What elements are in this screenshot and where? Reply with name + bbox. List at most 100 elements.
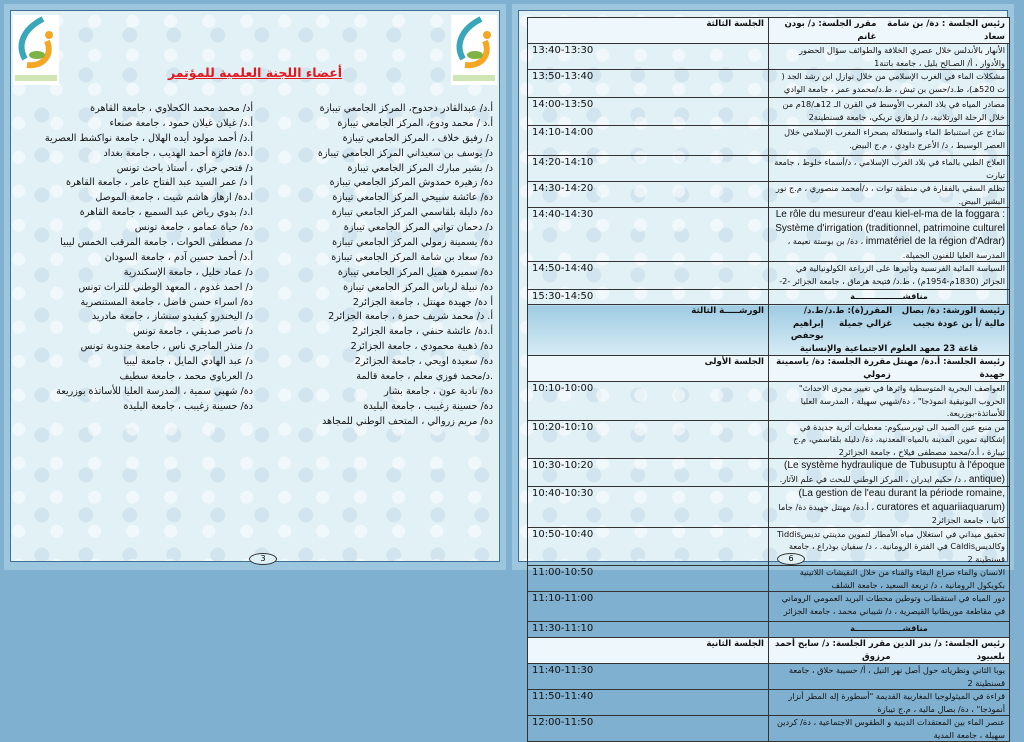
committee-member: .د/محمد فوزي معلم ، جامعة قالمة [356,371,493,383]
header-line: رئيسة الجلسة: أ.دة/ مهنتل جهيدة مقررة الج… [773,357,1005,381]
talk-details: من منبع عين الصيد الى ثوبرسيكوم: معطيات … [793,421,1005,457]
talk-details: تحقيق ميداني في استغلال مياه الأمطار لتم… [776,528,1005,564]
time-slot: 14:00-13:50 [527,97,769,126]
program-row: (Le système hydraulique de Tubusuptu à l… [527,458,1010,487]
session-info: رئيس الجلسة : دة/ بن شامة سعاد مقرر الجلس… [768,17,1010,44]
committee-member: د/ بشير مبارك المركز الجامعي تيبازة [347,162,493,174]
committee-member: دة/ يسمينة زمولي المركز الجامعي تيبازة [332,237,493,249]
discussion-label: مناقشـــــــــــــــــة [768,289,1010,305]
committee-member: د/ يوسف بن سعيداني المركز الجامعي تيبازة [317,147,493,159]
room: قاعة 23 معهد العلوم الاجتماعية والإنساني… [799,343,979,354]
talk-details: مناقشـــــــــــــــــة [850,623,928,633]
committee-member: دة/ مريم زروالي ، المتحف الوطني للمجاهد [322,415,493,427]
talk-details: مصادر المياه في بلاد المغرب الأوسط في ال… [782,99,1006,122]
committee-member: د/ احمد غدوم ، المعهد الوطني للتراث تونس [78,281,253,293]
committee-member: د/ رفيق خلاف ، المركز الجامعي تيبازة [342,132,493,144]
talk-details: الانسان والماء صراع البقاء والفناء من خل… [799,567,1005,590]
chair: رئيس الجلسة : دة/ بن شامة سعاد [887,19,1005,42]
committee-member: أد/ محمد محمد الكحلاوي ، جامعة القاهرة [90,103,253,114]
time-slot: 11:30-11:10 [527,621,769,638]
talk-title: (Le système hydraulique de Tubusuptu à l… [768,458,1010,487]
time-slot: 14:50-14:40 [527,261,769,290]
committee-member: د/ ناصر صديقي ، جامعة تونس [133,326,253,338]
talk-details: تظلم السقي بالفقارة في منطقة توات ، د/أم… [775,183,1005,206]
committee-member: دة/ شهبي سمية ، المدرسة العليا للأساتذة … [56,385,253,397]
committee-member: دة/ سعاد بن شامة المركز الجامعي تيبازة [331,251,493,263]
committee-member: دة/ دليلة بلقاسمي المركز الجامعي تيبازة [331,207,493,219]
talk-title-french: (Le système hydraulique de Tubusuptu à l… [784,460,1005,485]
committee-member: د/ مصطفى الحوات ، جامعة المرقب الخمس ليب… [60,237,253,249]
committee-member: دة/ حياة عمامو ، جامعة تونس [134,222,253,234]
program-row: قراءة في الميثولوجيا المغاربية القديمة "… [527,689,1010,716]
discussion-row: مناقشـــــــــــــــــة 11:30-11:10 [527,621,1010,638]
page-frame: رئيس الجلسة : دة/ بن شامة سعاد مقرر الجلس… [518,10,1010,742]
committee-member: أ.دة/ عائشة حنفي ، جامعة الجزائر2 [352,326,493,338]
talk-details: ، أ.دة/ مهنتل جهيدة دة/ جاما كاتيا ، جام… [778,501,1005,526]
talk-details: ، دة/ بن بوستة نعيمة ، المدرسة العليا لل… [787,236,1005,260]
session-info: رئيس الجلسة: د/ بدر الدين بلعبيود مقرر ال… [768,637,1010,664]
time-slot: 10:20-10:10 [527,419,769,459]
committee-member: أ دة/ جهيدة مهنتل ، جامعة الجزائر2 [352,296,493,308]
header-line: رئيس الجلسة: د/ بدر الدين بلعبيود مقرر ال… [773,639,1005,663]
workshop-row: رئيسة الورشة: دة/ بصال مالية /أ بن عودة … [527,304,1010,356]
talk-title: العلاج الطبي بالماء في بلاد الغرب الإسلا… [768,155,1010,182]
page-6: رئيس الجلسة : دة/ بن شامة سعاد مقرر الجلس… [512,4,1014,742]
time-slot: 10:40-10:30 [527,486,769,528]
talk-title: العواصف البحرية المتوسطية واثرها في تغيي… [768,381,1010,421]
committee-members: أ.د/ عبدالقادر دحدوح، المركز الجامعي تيب… [21,102,493,430]
talk-details: نماذج عن استنباط الماء واستغلاله بصحراء … [784,127,1005,150]
committee-member: دة/ حسينة زغيبب ، جامعة البليدة [123,400,253,412]
session-row: رئيس الجلسة : دة/ بن شامة سعاد مقرر الجلس… [527,17,1010,44]
rapporteur: مقرر الجلسة: د/ بودن غانم [784,19,877,42]
talk-title: يوبا الثاني ونظرياته حول أصل نهر النيل ،… [768,663,1010,690]
talk-title: الانسان والماء صراع البقاء والفناء من خل… [768,565,1010,592]
committee-member: دة/ نادية عون ، جامعة بشار [384,385,493,397]
committee-member: أ.د/ غيلان غيلان حمود ، جامعة صنعاء [109,117,253,129]
talk-title: الأنهار بالأندلس خلال عصري الخلافة والطو… [768,43,1010,70]
talk-details: ، د/ حكيم ايدران ، المركز الوطني للبحث ف… [779,473,967,484]
talk-details: مشكلات الماء في الغرب الإسلامي من خلال ن… [781,71,1005,94]
talk-title: دور المياه في استقطاب وتوطين محطات البري… [768,591,1010,622]
time-slot: 11:50-11:40 [527,689,769,716]
committee-member: دة/ اسراء حسن فاضل ، جامعة المستنصرية [80,296,254,308]
time-slot: 14:20-14:10 [527,155,769,182]
committee-member: دة/ زهيرة حمدوش المركز الجامعي تيبازة [329,177,493,189]
program-row: دور المياه في استقطاب وتوطين محطات البري… [527,591,1010,622]
committee-member: ا.د/ بدوي رياض عبد السميع ، جامعة القاهر… [79,207,253,219]
time-slot: 11:10-11:00 [527,591,769,622]
time-slot: 11:00-10:50 [527,565,769,592]
talk-title: عنصر الماء بين المعتقدات الدينية و الطقو… [768,715,1010,742]
session-row: رئيسة الجلسة: أ.دة/ مهنتل جهيدة مقررة الج… [527,355,1010,382]
committee-member: دة/ حسينة زغيبب ، جامعة البليدة [363,400,493,412]
program-row: الأنهار بالأندلس خلال عصري الخلافة والطو… [527,43,1010,70]
program-table: رئيس الجلسة : دة/ بن شامة سعاد مقرر الجلس… [527,17,1010,742]
committee-member: د/ العرباوي محمد ، جامعة سطيف [119,371,253,383]
discussion-label: مناقشـــــــــــــــــة [768,621,1010,638]
program-row: (La gestion de l'eau durant la période r… [527,486,1010,528]
time-slot: 14:40-14:30 [527,207,769,262]
chair: رئيسة الجلسة: أ.دة/ مهنتل جهيدة [892,357,1005,380]
program-row: السياسة المائية الفرنسية وتأثيرها على ال… [527,261,1010,290]
program-row: نماذج عن استنباط الماء واستغلاله بصحراء … [527,125,1010,156]
committee-member: أ.د/ أحمد مولود أيده الهلال ، جامعة نواك… [44,132,253,144]
workshop-label: الورشـــــة الثالثة [527,304,769,356]
talk-title-french: (La gestion de l'eau durant la période r… [798,488,1006,513]
program-row: مصادر المياه في بلاد المغرب الأوسط في ال… [527,97,1010,126]
talk-title: مصادر المياه في بلاد المغرب الأوسط في ال… [768,97,1010,126]
talk-title: السياسة المائية الفرنسية وتأثيرها على ال… [768,261,1010,290]
committee-member: أ.د/ أحمد حسين آدم ، جامعة السودان [104,251,253,263]
talk-details: الأنهار بالأندلس خلال عصري الخلافة والطو… [798,45,1005,68]
session-label: الجلسة الثانية [527,637,769,664]
conference-logo [13,15,59,85]
time-slot: 12:00-11:50 [527,715,769,742]
conference-logo [451,15,497,85]
rapporteur: مقررة الجلسة: دة/ ياسمينة زمولي [776,357,891,380]
program-row: تظلم السقي بالفقارة في منطقة توات ، د/أم… [527,181,1010,208]
talk-title: تظلم السقي بالفقارة في منطقة توات ، د/أم… [768,181,1010,208]
talk-title: تحقيق ميداني في استغلال مياه الأمطار لتم… [768,526,1010,566]
program-row: تحقيق ميداني في استغلال مياه الأمطار لتم… [527,526,1010,566]
talk-title-french: Le rôle du mesureur d'eau kiel-el-ma de … [775,209,1005,247]
committee-member: أ.دة/ فائزة أحمد الهديب ، جامعة بغداد [103,147,254,159]
committee-member: أ.د / محمد ودوع، المركز الجامعي تيبازة [337,117,493,129]
program-row: من منبع عين الصيد الى ثوبرسيكوم: معطيات … [527,419,1010,459]
